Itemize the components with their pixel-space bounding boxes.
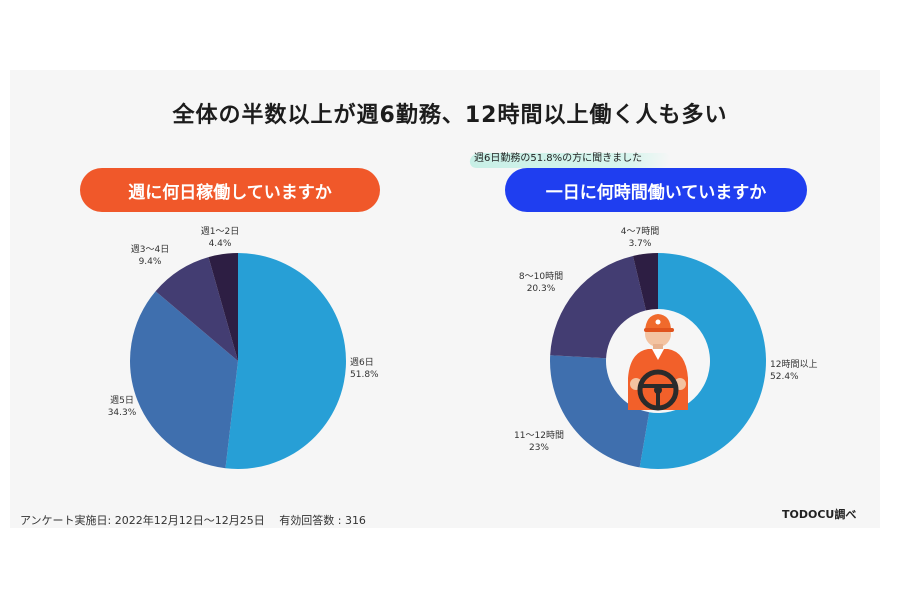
- slice-value-label: 34.3%: [108, 408, 137, 418]
- pie-slice-0: [639, 253, 767, 470]
- slice-category-label: 4〜7時間: [621, 226, 659, 237]
- pie-slice-3: [208, 253, 238, 361]
- pie-slice-1: [549, 355, 650, 468]
- right-question-pill: 一日に何時間働いていますか: [505, 168, 807, 212]
- slice-category-label: 週5日: [110, 395, 134, 406]
- slice-category-label: 週6日: [350, 357, 374, 368]
- driver-illustration-icon: [628, 314, 688, 411]
- slice-value-label: 23%: [529, 443, 549, 453]
- right-note: 週6日勤務の51.8%の方に聞きました: [474, 152, 643, 164]
- slice-category-label: 8〜10時間: [519, 271, 563, 282]
- pie-slice-3: [632, 253, 658, 311]
- survey-footnote: アンケート実施日: 2022年12月12日〜12月25日 有効回答数 : 316: [20, 514, 366, 527]
- slice-value-label: 9.4%: [139, 257, 162, 267]
- page-title: 全体の半数以上が週6勤務、12時間以上働く人も多い: [172, 103, 728, 128]
- pie-slice-0: [225, 253, 346, 469]
- slice-category-label: 12時間以上: [770, 359, 817, 370]
- left-pie-chart: 週6日 51.8% 週5日 34.3% 週3〜4日 9.4% 週1〜2日 4.4%: [108, 226, 379, 469]
- pie-slice-1: [129, 291, 238, 469]
- slice-value-label: 3.7%: [629, 239, 652, 249]
- source-credit: TODOCU調べ: [782, 508, 857, 521]
- slice-category-label: 11〜12時間: [514, 430, 564, 441]
- pie-slice-2: [155, 257, 238, 361]
- pie-slice-2: [550, 255, 646, 359]
- slice-value-label: 4.4%: [209, 239, 232, 249]
- left-question-pill: 週に何日稼働していますか: [80, 168, 380, 212]
- slice-category-label: 週3〜4日: [131, 244, 169, 255]
- slice-value-label: 52.4%: [770, 372, 799, 382]
- right-donut-chart: 12時間以上 52.4% 11〜12時間 23% 8〜10時間 20.3% 4〜7時間 3.7…: [514, 226, 817, 470]
- slice-category-label: 週1〜2日: [201, 226, 239, 237]
- slice-value-label: 20.3%: [527, 284, 556, 294]
- slice-value-label: 51.8%: [350, 370, 379, 380]
